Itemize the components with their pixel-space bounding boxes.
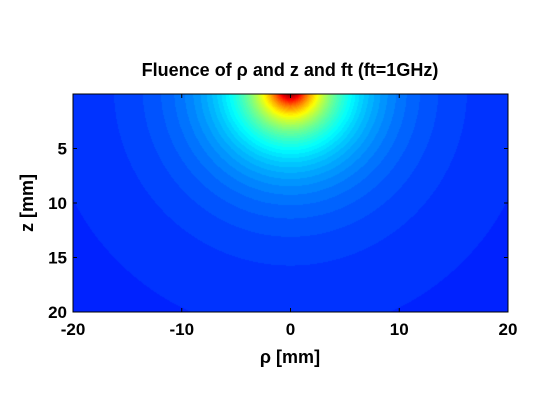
x-tick-label: -20 <box>61 320 86 339</box>
y-axis-label: z [mm] <box>17 174 37 232</box>
x-axis-label: ρ [mm] <box>260 347 320 367</box>
x-tick-label: 0 <box>286 320 295 339</box>
chart-title: Fluence of ρ and z and ft (ft=1GHz) <box>142 60 439 80</box>
y-axis: 5 10 15 20 <box>48 140 508 322</box>
y-tick-label: 20 <box>48 303 67 322</box>
y-tick-label: 5 <box>58 140 67 159</box>
y-tick-label: 15 <box>48 249 67 268</box>
x-axis: -20 -10 0 10 20 <box>61 94 518 339</box>
y-tick-label: 10 <box>48 194 67 213</box>
x-tick-label: 20 <box>499 320 518 339</box>
x-tick-label: -10 <box>169 320 194 339</box>
fluence-heatmap <box>73 94 508 312</box>
plot-area <box>73 94 508 312</box>
x-tick-label: 10 <box>390 320 409 339</box>
